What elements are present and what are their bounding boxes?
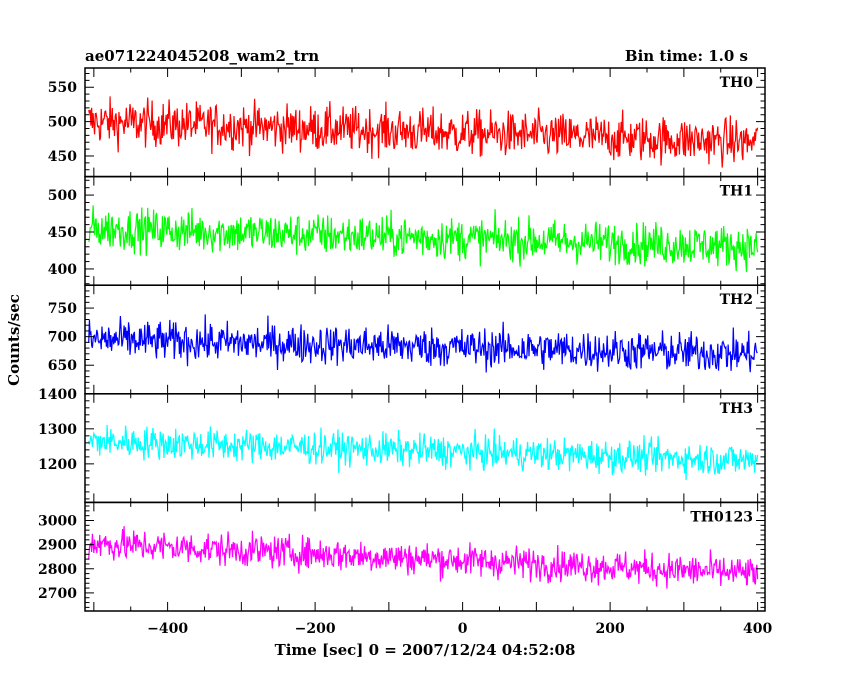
x-tick-label: −400 [147,621,188,637]
y-tick-label: 500 [48,188,77,204]
y-tick-label: 1400 [38,387,77,403]
panel-frame [84,501,766,612]
x-tick-label: 200 [596,621,625,637]
panel-label: TH2 [720,292,753,308]
x-tick-label: 400 [743,621,772,637]
y-tick-label: 750 [48,301,77,317]
panel-th2: 650 700 750 TH2 [48,284,766,395]
panel-label: TH1 [720,184,753,200]
y-tick-label: 550 [48,80,77,96]
y-axis-label: Counts/sec [5,294,23,386]
bin-time-label: Bin time: 1.0 s [625,47,748,65]
x-tick-label: 0 [458,621,468,637]
y-tick-label: 500 [48,115,77,131]
y-tick-label: 450 [48,149,77,165]
series-line-th0123 [88,526,759,589]
panel-label: TH3 [720,401,753,417]
series-line-th3 [88,424,759,480]
panel-frame [84,393,766,504]
y-tick-label: 1200 [38,457,77,473]
x-axis: −400 −200 0 200 400 [147,621,772,637]
panel-th1: 400 450 500 TH1 [48,175,766,286]
y-tick-label: 3000 [38,514,77,530]
series-line-th1 [88,205,759,273]
panel-label: TH0123 [690,509,753,525]
panel-th0: 450 500 550 TH0 [48,67,766,178]
panel-label: TH0 [720,75,754,91]
panel-th3: 1200 1300 1400 TH3 [38,387,766,504]
y-tick-label: 2800 [38,562,77,578]
y-tick-label: 2900 [38,538,77,554]
x-axis-label: Time [sec] 0 = 2007/12/24 04:52:08 [275,641,576,659]
panel-th0123: 2700 2800 2900 3000 TH0123 [38,501,766,612]
y-tick-label: 400 [48,262,77,278]
y-tick-label: 1300 [38,422,77,438]
series-line-th0 [88,96,759,168]
y-tick-label: 700 [48,330,77,346]
series-line-th2 [88,314,758,373]
x-tick-label: −200 [295,621,336,637]
y-tick-label: 450 [48,225,77,241]
panels-group: 450 500 550 TH0 400 450 500 TH1 650 700 750 TH2 1200… [38,67,766,612]
chart-title: ae071224045208_wam2_trn [85,47,319,65]
y-tick-label: 2700 [38,586,77,602]
y-tick-label: 650 [48,358,77,374]
